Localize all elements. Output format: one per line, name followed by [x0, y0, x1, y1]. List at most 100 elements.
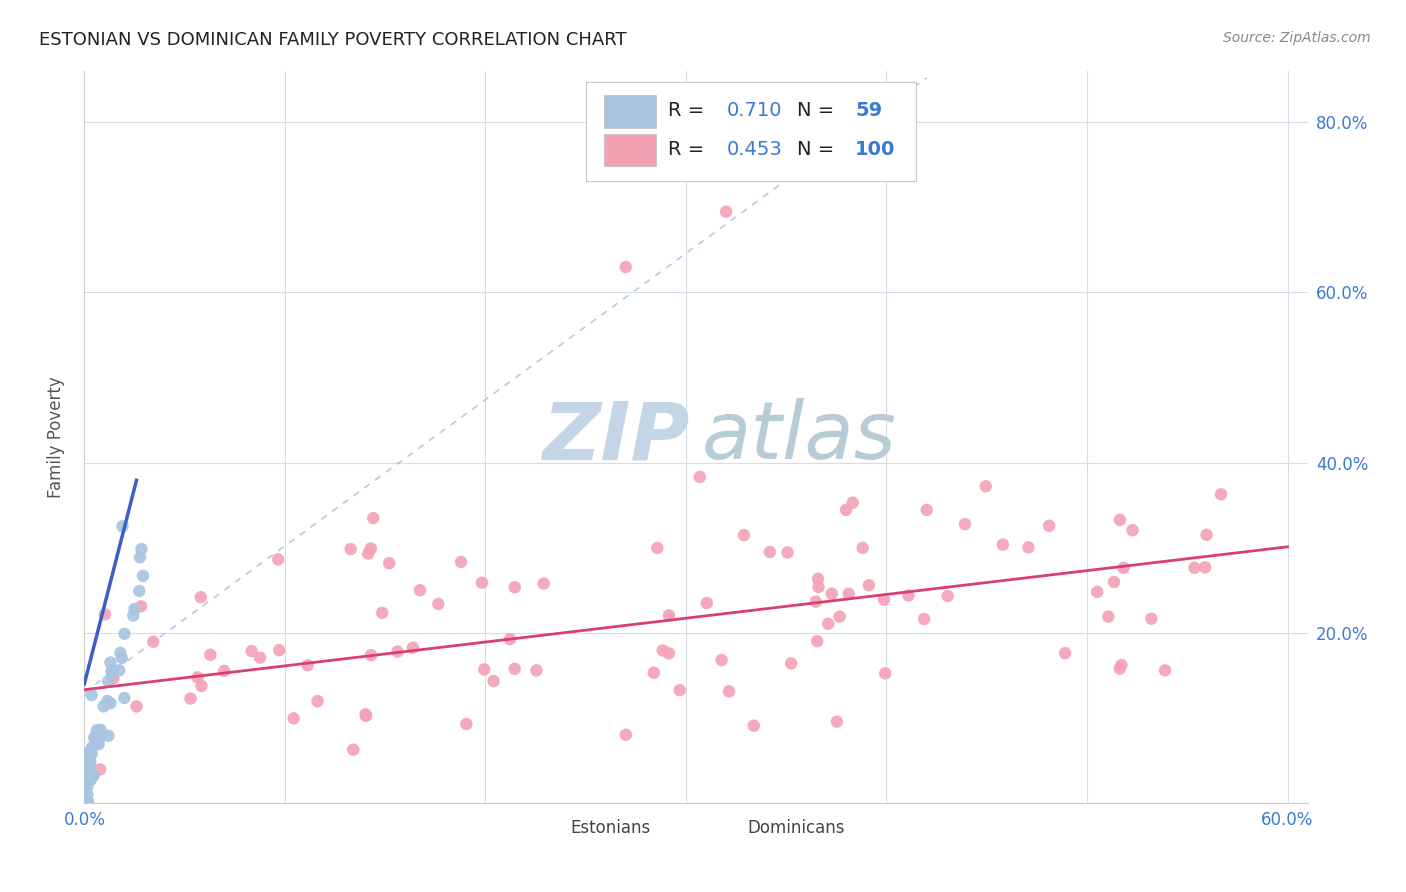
Point: [858, 578, 880, 592]
Point: [122, 608, 145, 623]
FancyBboxPatch shape: [605, 134, 655, 166]
Point: [200, 648, 222, 662]
Point: [360, 648, 382, 662]
Point: [124, 602, 146, 616]
Point: [427, 597, 450, 611]
Point: [307, 694, 329, 708]
FancyBboxPatch shape: [522, 818, 564, 838]
Text: Source: ZipAtlas.com: Source: ZipAtlas.com: [1223, 31, 1371, 45]
Point: [79, 758, 101, 772]
Point: [89, 762, 111, 776]
Point: [806, 634, 828, 648]
Point: [717, 684, 740, 698]
Point: [651, 643, 673, 657]
Point: [100, 665, 122, 679]
Point: [614, 260, 637, 274]
Point: [1017, 541, 1039, 555]
FancyBboxPatch shape: [700, 818, 741, 838]
Point: [1154, 664, 1177, 678]
Text: R =: R =: [668, 140, 710, 159]
Text: Dominicans: Dominicans: [748, 820, 845, 838]
Point: [97, 674, 120, 689]
Text: Estonians: Estonians: [569, 820, 650, 838]
Point: [131, 542, 153, 557]
Point: [1195, 528, 1218, 542]
Point: [73, 796, 96, 810]
Point: [1038, 518, 1060, 533]
Point: [94, 607, 117, 622]
Point: [76, 780, 98, 794]
Point: [1194, 560, 1216, 574]
Point: [79, 755, 101, 769]
Text: N =: N =: [797, 140, 841, 159]
Point: [456, 717, 478, 731]
Point: [1112, 561, 1135, 575]
Text: 0.453: 0.453: [727, 140, 782, 159]
Point: [1097, 609, 1119, 624]
Point: [128, 584, 150, 599]
Point: [108, 664, 131, 678]
Point: [758, 545, 780, 559]
Point: [873, 592, 896, 607]
Point: [668, 683, 690, 698]
Point: [875, 666, 897, 681]
Point: [76, 796, 98, 810]
Text: ZIP: ZIP: [543, 398, 690, 476]
Point: [828, 609, 851, 624]
Point: [742, 719, 765, 733]
Point: [912, 612, 935, 626]
Point: [100, 696, 122, 710]
Point: [249, 650, 271, 665]
Point: [75, 796, 97, 810]
Point: [80, 767, 103, 781]
Point: [371, 606, 394, 620]
Point: [821, 587, 844, 601]
Point: [283, 711, 305, 725]
Point: [804, 595, 827, 609]
Y-axis label: Family Poverty: Family Poverty: [46, 376, 65, 498]
Point: [125, 699, 148, 714]
Point: [86, 736, 108, 750]
Point: [83, 769, 105, 783]
Point: [357, 547, 380, 561]
Point: [77, 754, 100, 768]
Point: [97, 729, 120, 743]
Point: [129, 599, 152, 614]
Point: [297, 658, 319, 673]
Point: [658, 608, 681, 623]
Point: [80, 688, 103, 702]
Text: atlas: atlas: [702, 398, 897, 476]
Point: [111, 651, 134, 665]
Point: [825, 714, 848, 729]
Point: [643, 665, 665, 680]
Point: [472, 662, 495, 676]
Point: [73, 766, 96, 780]
Point: [73, 796, 96, 810]
Point: [212, 664, 235, 678]
Point: [503, 580, 526, 594]
Point: [689, 470, 711, 484]
Point: [75, 748, 97, 763]
Point: [450, 555, 472, 569]
Point: [1140, 612, 1163, 626]
Point: [402, 640, 425, 655]
Point: [360, 541, 382, 556]
Point: [533, 576, 555, 591]
Point: [132, 569, 155, 583]
Point: [111, 519, 134, 533]
Point: [915, 503, 938, 517]
Point: [974, 479, 997, 493]
Point: [75, 796, 97, 810]
Point: [614, 728, 637, 742]
Point: [852, 541, 875, 555]
Point: [73, 796, 96, 810]
Point: [409, 583, 432, 598]
Point: [897, 589, 920, 603]
Point: [93, 699, 115, 714]
Point: [1111, 658, 1133, 673]
Point: [267, 552, 290, 566]
Point: [75, 796, 97, 810]
Point: [129, 550, 152, 565]
Point: [1085, 585, 1108, 599]
Point: [77, 794, 100, 808]
